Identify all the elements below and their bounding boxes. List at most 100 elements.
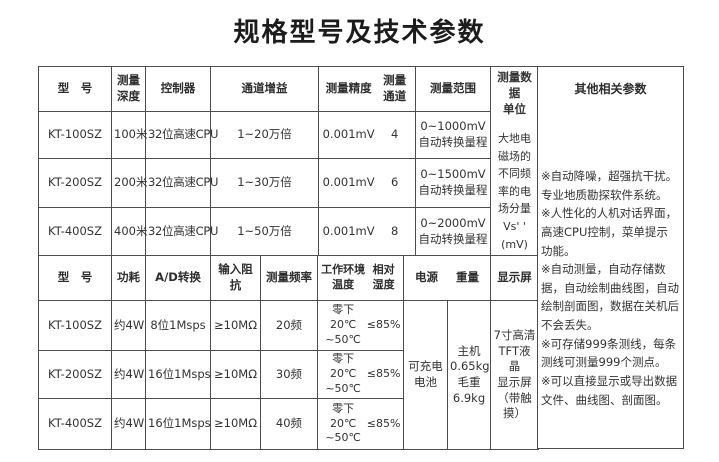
cell-controller: 32位高速CPU — [145, 111, 218, 159]
cell-power-consumption: 约4W — [111, 398, 146, 450]
header-data-unit: 测量数据 单位 — [497, 69, 532, 116]
split-header: 测量精度 测量 通道 — [321, 73, 413, 104]
header-depth: 测量 深度 — [111, 66, 146, 112]
cell-display: 7寸高清 TFT液晶 显示屏 （带触 摸） — [490, 300, 539, 450]
header-work-temp: 工作环境 温度 — [321, 263, 366, 291]
cell-frequency: 30频 — [260, 350, 318, 399]
cell-range: 0~1500mV 自动转换量程 — [415, 158, 491, 208]
cell-accuracy-channels: 0.001mV 8 — [318, 207, 416, 256]
cell-accuracy: 0.001mV — [322, 175, 375, 190]
cell-controller: 32位高速CPU — [145, 207, 218, 256]
cell-depth: 100米 — [111, 111, 147, 159]
cell-work-temp: 零下20℃ ~50℃ — [325, 352, 361, 395]
cell-temp-humidity: 零下20℃ ~50℃ ≤85% — [317, 398, 404, 450]
header-accuracy-channels: 测量精度 测量 通道 — [318, 66, 416, 112]
cell-model: KT-100SZ — [38, 111, 112, 159]
split-values: 零下20℃ ~50℃ ≤85% — [320, 402, 401, 447]
cell-data-unit: 测量数据 单位 大地电磁场的不同频率的电场分量Vs' ' (mV) — [490, 66, 539, 256]
cell-temp-humidity: 零下20℃ ~50℃ ≤85% — [317, 300, 404, 351]
cell-temp-humidity: 零下20℃ ~50℃ ≤85% — [317, 350, 404, 399]
cell-power-source: 可充电 电池 — [403, 300, 448, 450]
header-power: 电源 — [415, 270, 438, 285]
other-params-panel: 其他相关参数 ※自动降噪，超强抗干扰。专业地质勘探软件系统。 ※人性化的人机对话… — [537, 66, 684, 449]
cell-gain: 1~30万倍 — [210, 158, 319, 208]
cell-input-impedance: ≥10MΩ — [210, 300, 261, 351]
cell-gain: 1~50万倍 — [210, 207, 319, 256]
cell-work-temp: 零下20℃ ~50℃ — [325, 303, 361, 346]
header-weight: 重量 — [456, 270, 479, 285]
header-accuracy: 测量精度 — [325, 81, 372, 96]
header-power-weight: 电源 重量 — [403, 255, 491, 301]
header-humidity: 相对 湿度 — [372, 263, 395, 291]
cell-power-consumption: 约4W — [111, 350, 146, 399]
cell-humidity: ≤85% — [366, 416, 401, 430]
cell-depth: 200米 — [111, 158, 147, 208]
cell-ad-conversion: 8位1Msps — [145, 300, 211, 351]
header-model: 型 号 — [38, 66, 112, 112]
cell-accuracy-channels: 0.001mV 4 — [318, 111, 416, 159]
header-input-impedance: 输入阻抗 — [210, 255, 261, 301]
cell-range: 0~1000mV 自动转换量程 — [415, 111, 491, 159]
header-controller: 控制器 — [145, 66, 211, 112]
header-range: 测量范围 — [415, 66, 491, 112]
cell-frequency: 40频 — [260, 398, 318, 450]
table-header-row: 型 号 功耗 A/D转换 输入阻抗 测量频率 工作环境 温度 相对 湿度 电源 … — [38, 255, 539, 301]
header-display: 显示屏 — [490, 255, 539, 301]
split-header: 电源 重量 — [406, 270, 488, 286]
cell-channels: 8 — [390, 223, 399, 238]
cell-accuracy: 0.001mV — [322, 127, 375, 142]
header-temp-humidity: 工作环境 温度 相对 湿度 — [317, 255, 404, 301]
split-values: 零下20℃ ~50℃ ≤85% — [320, 352, 401, 397]
header-gain: 通道增益 — [210, 66, 319, 112]
table-row: KT-200SZ 约4W 16位1Msps ≥10MΩ 30频 零下20℃ ~5… — [38, 350, 539, 399]
cell-channels: 4 — [390, 127, 399, 142]
cell-model: KT-100SZ — [38, 300, 112, 351]
header-frequency: 测量频率 — [260, 255, 318, 301]
cell-depth: 400米 — [111, 207, 147, 256]
cell-input-impedance: ≥10MΩ — [210, 350, 261, 399]
header-other-params: 其他相关参数 — [574, 82, 647, 96]
cell-humidity: ≤85% — [366, 367, 401, 381]
cell-weight: 主机 0.65kg 毛重 6.9kg — [447, 300, 491, 450]
data-unit-note: 大地电磁场的不同频率的电场分量Vs' ' (mV) — [498, 132, 531, 251]
split-values: 0.001mV 4 — [321, 127, 413, 143]
table-row: KT-100SZ 约4W 8位1Msps ≥10MΩ 20频 零下20℃ ~50… — [38, 300, 539, 450]
cell-ad-conversion: 16位1Msps — [145, 350, 211, 399]
split-values: 0.001mV 6 — [321, 175, 413, 191]
cell-gain: 1~20万倍 — [210, 111, 319, 159]
cell-accuracy: 0.001mV — [322, 223, 375, 238]
cell-input-impedance: ≥10MΩ — [210, 398, 261, 450]
header-channels: 测量 通道 — [383, 73, 407, 103]
spec-table-left: 型 号 测量 深度 控制器 通道增益 测量精度 测量 通道 测量范围 测量数据 … — [38, 66, 539, 450]
other-params-notes: ※自动降噪，超强抗干扰。专业地质勘探软件系统。 ※人性化的人机对话界面，高速CP… — [538, 167, 683, 409]
table-row: KT-200SZ 200米 32位高速CPU 1~30万倍 0.001mV 6 … — [38, 158, 539, 208]
feature-note: ※自动测量，自动存储数据，自动绘制曲线图，自动绘制剖面图，数据在关机后不会丢失。 — [541, 262, 679, 332]
feature-note: ※可存储999条测线，每条测线可测量999个测点。 — [541, 336, 677, 370]
spec-table-area: 型 号 测量 深度 控制器 通道增益 测量精度 测量 通道 测量范围 测量数据 … — [38, 66, 685, 450]
cell-humidity: ≤85% — [366, 318, 401, 332]
split-values: 0.001mV 8 — [321, 224, 413, 240]
spec-table-top: 型 号 测量 深度 控制器 通道增益 测量精度 测量 通道 测量范围 测量数据 … — [38, 66, 539, 256]
cell-model: KT-400SZ — [38, 398, 112, 450]
cell-channels: 6 — [390, 175, 399, 190]
cell-frequency: 20频 — [260, 300, 318, 351]
cell-model: KT-200SZ — [38, 350, 112, 399]
spec-table-bottom: 型 号 功耗 A/D转换 输入阻抗 测量频率 工作环境 温度 相对 湿度 电源 … — [38, 255, 539, 450]
split-header: 工作环境 温度 相对 湿度 — [320, 263, 401, 293]
cell-work-temp: 零下20℃ ~50℃ — [325, 401, 361, 445]
cell-ad-conversion: 16位1Msps — [145, 398, 211, 450]
table-row: KT-400SZ 约4W 16位1Msps ≥10MΩ 40频 零下20℃ ~5… — [38, 398, 539, 450]
cell-controller: 32位高速CPU — [145, 158, 218, 208]
table-row: KT-400SZ 400米 32位高速CPU 1~50万倍 0.001mV 8 … — [38, 207, 539, 256]
feature-note: ※可以直接显示或导出数据文件、曲线图、剖面图。 — [541, 373, 678, 407]
cell-range: 0~2000mV 自动转换量程 — [415, 207, 491, 256]
cell-power-consumption: 约4W — [111, 300, 146, 351]
feature-note: ※自动降噪，超强抗干扰。专业地质勘探软件系统。 — [541, 169, 678, 202]
header-model: 型 号 — [38, 255, 112, 301]
feature-note: ※人性化的人机对话界面，高速CPU控制，菜单提示功能。 — [541, 206, 678, 258]
cell-accuracy-channels: 0.001mV 6 — [318, 158, 416, 208]
split-values: 零下20℃ ~50℃ ≤85% — [320, 303, 401, 348]
table-row: KT-100SZ 100米 32位高速CPU 1~20万倍 0.001mV 4 … — [38, 111, 539, 159]
page-title: 规格型号及技术参数 — [233, 18, 486, 48]
header-power-consumption: 功耗 — [111, 255, 146, 301]
